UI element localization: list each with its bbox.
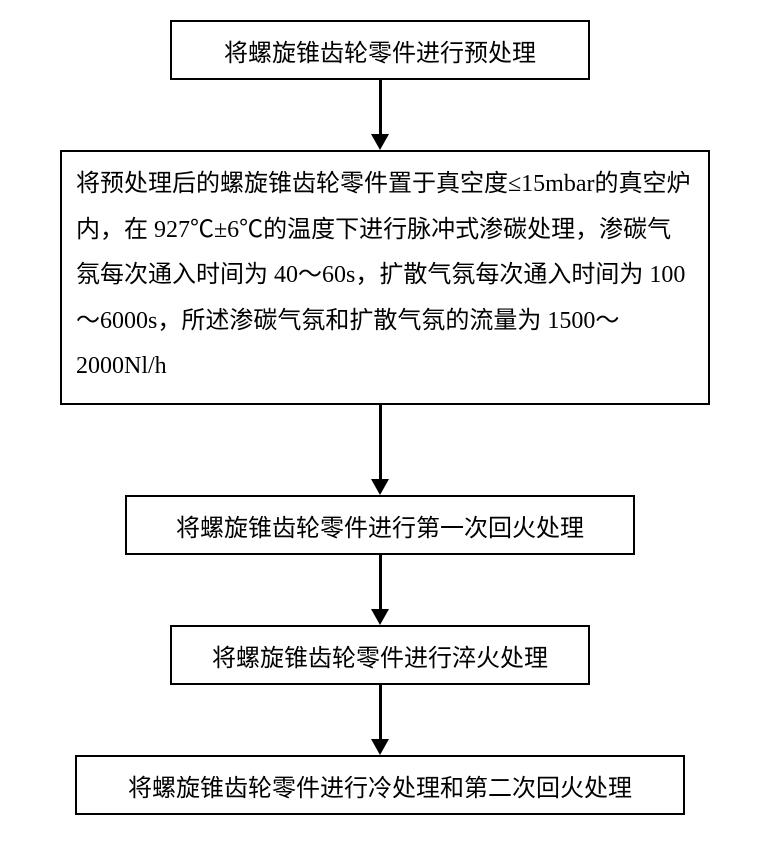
- flow-node-label: 将螺旋锥齿轮零件进行冷处理和第二次回火处理: [128, 768, 632, 803]
- flow-node-label: 将螺旋锥齿轮零件进行淬火处理: [212, 638, 548, 673]
- arrow-line: [379, 405, 382, 479]
- flow-node-quenching: 将螺旋锥齿轮零件进行淬火处理: [170, 625, 590, 685]
- arrow-line: [379, 80, 382, 134]
- flow-node-label: 将螺旋锥齿轮零件进行第一次回火处理: [176, 508, 584, 543]
- arrow-line: [379, 555, 382, 609]
- arrow-head-icon: [371, 479, 389, 495]
- flow-node-cold-second-tempering: 将螺旋锥齿轮零件进行冷处理和第二次回火处理: [75, 755, 685, 815]
- flow-node-label: 将螺旋锥齿轮零件进行预处理: [224, 33, 536, 68]
- arrow-head-icon: [371, 739, 389, 755]
- flow-node-first-tempering: 将螺旋锥齿轮零件进行第一次回火处理: [125, 495, 635, 555]
- arrow-head-icon: [371, 134, 389, 150]
- flow-node-pretreatment: 将螺旋锥齿轮零件进行预处理: [170, 20, 590, 80]
- arrow-head-icon: [371, 609, 389, 625]
- arrow-line: [379, 685, 382, 739]
- flow-node-label: 将预处理后的螺旋锥齿轮零件置于真空度≤15mbar的真空炉内，在 927℃±6℃…: [76, 162, 694, 390]
- flowchart-canvas: 将螺旋锥齿轮零件进行预处理 将预处理后的螺旋锥齿轮零件置于真空度≤15mbar的…: [0, 0, 774, 847]
- flow-node-carburizing: 将预处理后的螺旋锥齿轮零件置于真空度≤15mbar的真空炉内，在 927℃±6℃…: [60, 150, 710, 405]
